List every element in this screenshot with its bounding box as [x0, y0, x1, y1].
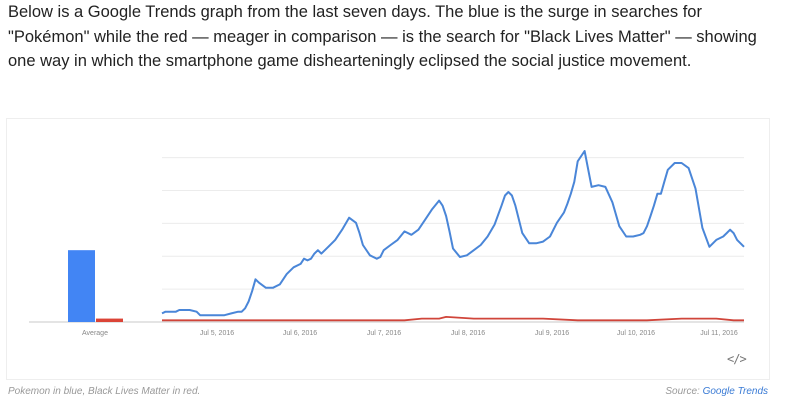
x-tick-label: Jul 6, 2016 [283, 330, 317, 337]
average-label: Average [82, 330, 108, 337]
average-bar-blm [96, 319, 123, 322]
average-bar-pokemon [68, 250, 95, 322]
x-tick-label: Jul 11, 2016 [700, 330, 738, 337]
source-link[interactable]: Google Trends [703, 386, 768, 397]
source-credit: Source: Google Trends [665, 386, 768, 397]
trends-chart-card: Average Jul 5, 2016 Jul 6, 2016 Jul 7, 2016… [6, 118, 770, 380]
chart-caption: Pokemon in blue, Black Lives Matter in r… [8, 386, 200, 397]
x-tick-label: Jul 7, 2016 [367, 330, 401, 337]
x-tick-label: Jul 9, 2016 [535, 330, 569, 337]
trends-chart: Average Jul 5, 2016 Jul 6, 2016 Jul 7, 2016… [7, 119, 769, 379]
x-tick-label: Jul 8, 2016 [451, 330, 485, 337]
embed-code-icon[interactable]: </> [727, 352, 746, 366]
intro-paragraph: Below is a Google Trends graph from the … [8, 0, 780, 74]
x-tick-label: Jul 5, 2016 [200, 330, 234, 337]
series-line-blm [162, 317, 744, 320]
source-prefix: Source: [665, 386, 702, 397]
series-line-pokemon [162, 151, 744, 315]
x-tick-label: Jul 10, 2016 [617, 330, 655, 337]
